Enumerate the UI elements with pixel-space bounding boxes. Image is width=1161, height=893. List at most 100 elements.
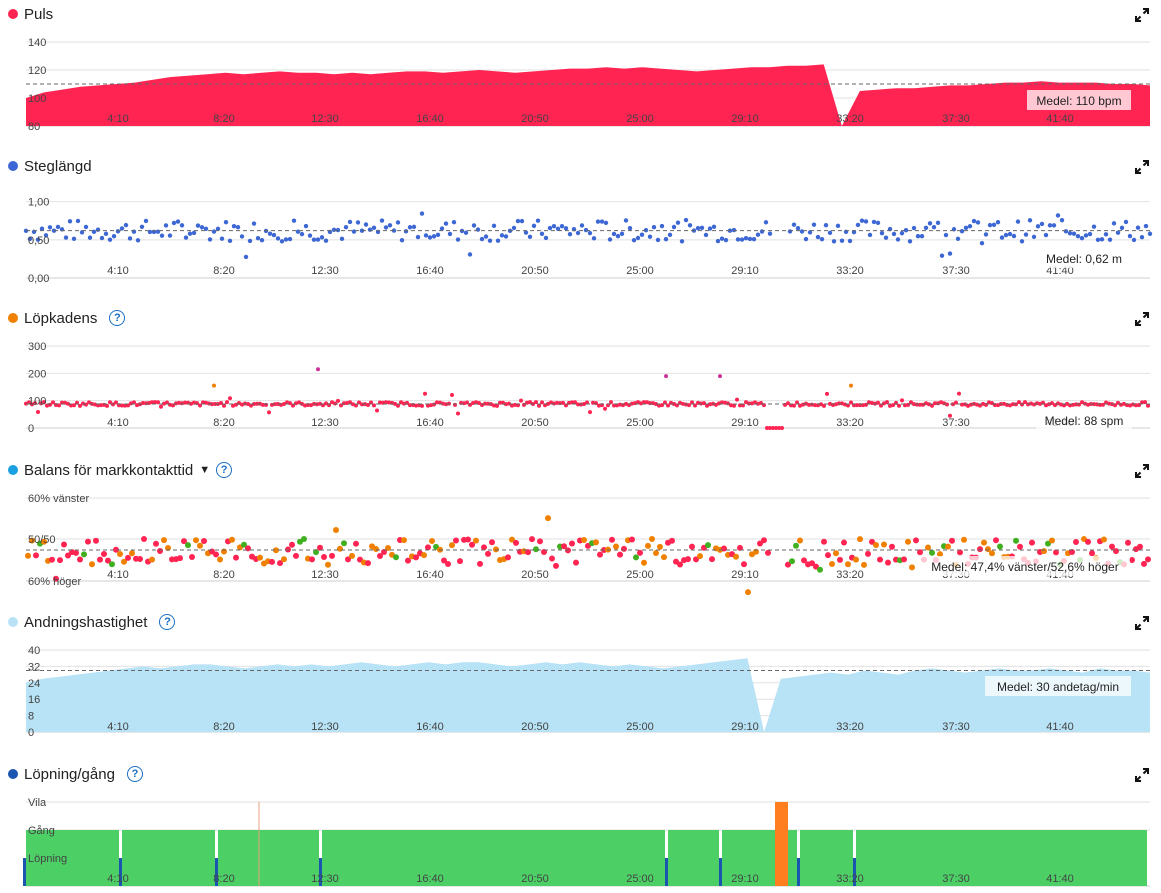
mean-label: Medel: 88 spm: [1045, 414, 1124, 428]
steglangd-point: [291, 218, 297, 223]
mean-label-box: [985, 676, 1131, 696]
balans-point: [733, 553, 739, 560]
steglangd-point: [719, 236, 725, 241]
x-tick-label: 4:10: [107, 417, 128, 429]
balans-header: Balans för markkontakttid ▼ ?: [8, 460, 233, 480]
y-tick-label: 40: [28, 645, 40, 657]
steglangd-point: [251, 221, 257, 226]
lopkadens-point: [27, 400, 31, 405]
lopkadens-point: [573, 400, 577, 405]
steglangd-point: [287, 236, 293, 242]
help-icon[interactable]: ?: [109, 310, 126, 326]
steglangd-point: [767, 231, 773, 236]
lopkadens-point: [45, 403, 49, 408]
lopkadens-point: [420, 403, 424, 408]
lopkadens-point: [246, 401, 250, 406]
lopkadens-point: [159, 404, 163, 409]
expand-icon[interactable]: [1135, 160, 1149, 174]
balans-point: [177, 555, 183, 562]
steglangd-point: [347, 219, 353, 225]
steglangd-point: [559, 223, 565, 229]
balans-point: [657, 543, 663, 550]
x-tick-label: 20:50: [521, 113, 549, 125]
lopkadens-point: [1065, 401, 1069, 406]
lopkadens-point: [510, 403, 514, 408]
x-tick-label: 4:10: [107, 113, 128, 125]
lopkadens-point: [1038, 401, 1042, 406]
balans-point: [817, 566, 823, 573]
expand-icon[interactable]: [1135, 616, 1149, 630]
caret-down-icon[interactable]: ▼: [199, 464, 211, 476]
steglangd-point: [1119, 225, 1125, 231]
balans-point: [429, 537, 435, 544]
x-tick-label: 25:00: [626, 569, 654, 581]
lopkadens-point: [705, 403, 709, 408]
help-icon[interactable]: ?: [126, 766, 143, 782]
steglangd-point: [183, 235, 189, 240]
steglangd-point: [895, 237, 901, 242]
expand-icon[interactable]: [1135, 464, 1149, 478]
y-tick-label: 80: [28, 121, 40, 133]
lopkadens-point: [798, 403, 802, 408]
steglangd-point: [211, 229, 217, 234]
expand-icon[interactable]: [1135, 8, 1149, 22]
lopkadens-point: [780, 426, 784, 430]
balans-point: [741, 561, 747, 568]
balans-point: [73, 549, 79, 556]
balans-point: [997, 543, 1003, 550]
x-tick-label: 41:40: [1046, 113, 1074, 125]
walk-segment: [26, 830, 119, 886]
balans-point: [1145, 556, 1151, 563]
balans-point: [857, 536, 863, 543]
steglangd-point: [855, 222, 861, 228]
balans-point: [861, 561, 867, 568]
steglangd-point: [735, 237, 741, 242]
steglangd-point: [739, 237, 745, 242]
steglangd-point: [959, 229, 965, 234]
steglangd-point: [275, 236, 281, 241]
x-tick-label: 33:20: [836, 265, 864, 277]
steglangd-point: [1011, 233, 1017, 239]
balans-point: [217, 556, 223, 563]
x-tick-label: 29:10: [731, 873, 759, 885]
expand-icon[interactable]: [1135, 312, 1149, 326]
steglangd-point: [903, 228, 909, 233]
lopkadens-point: [582, 401, 586, 406]
steglangd-point: [927, 221, 933, 226]
steglangd-point: [35, 237, 41, 242]
balans-point: [373, 546, 379, 553]
steglangd-point: [107, 237, 113, 242]
steglangd-point: [1027, 218, 1033, 223]
lopkadens-point: [222, 403, 226, 408]
steglangd-point: [1107, 237, 1113, 242]
lopkadens-point: [492, 403, 496, 408]
balans-point: [465, 536, 471, 543]
balans-point: [873, 541, 879, 548]
steglangd-point: [603, 220, 609, 226]
expand-icon[interactable]: [1135, 768, 1149, 782]
balans-point: [293, 552, 299, 559]
lopkadens-point: [900, 398, 904, 403]
balans-point: [825, 552, 831, 559]
lopkadens-point: [981, 401, 985, 406]
balans-point: [269, 558, 275, 565]
help-icon[interactable]: ?: [159, 614, 176, 630]
balans-point: [649, 536, 655, 543]
steglangd-point: [627, 226, 633, 231]
balans-point: [1013, 537, 1019, 544]
x-tick-label: 29:10: [731, 265, 759, 277]
balans-point: [697, 553, 703, 560]
x-tick-label: 8:20: [213, 417, 234, 429]
balans-point: [889, 543, 895, 550]
balans-point: [1137, 543, 1143, 550]
help-icon[interactable]: ?: [216, 462, 233, 478]
run-segment: [319, 858, 322, 886]
balans-point: [513, 539, 519, 546]
steglangd-point: [595, 219, 601, 224]
steglangd-point: [1091, 224, 1097, 229]
steglangd-point: [471, 223, 477, 228]
lopkadens-point: [645, 400, 649, 405]
lopkadens-point: [285, 400, 289, 405]
y-tick-label: 8: [28, 711, 34, 723]
balans-point: [613, 543, 619, 550]
